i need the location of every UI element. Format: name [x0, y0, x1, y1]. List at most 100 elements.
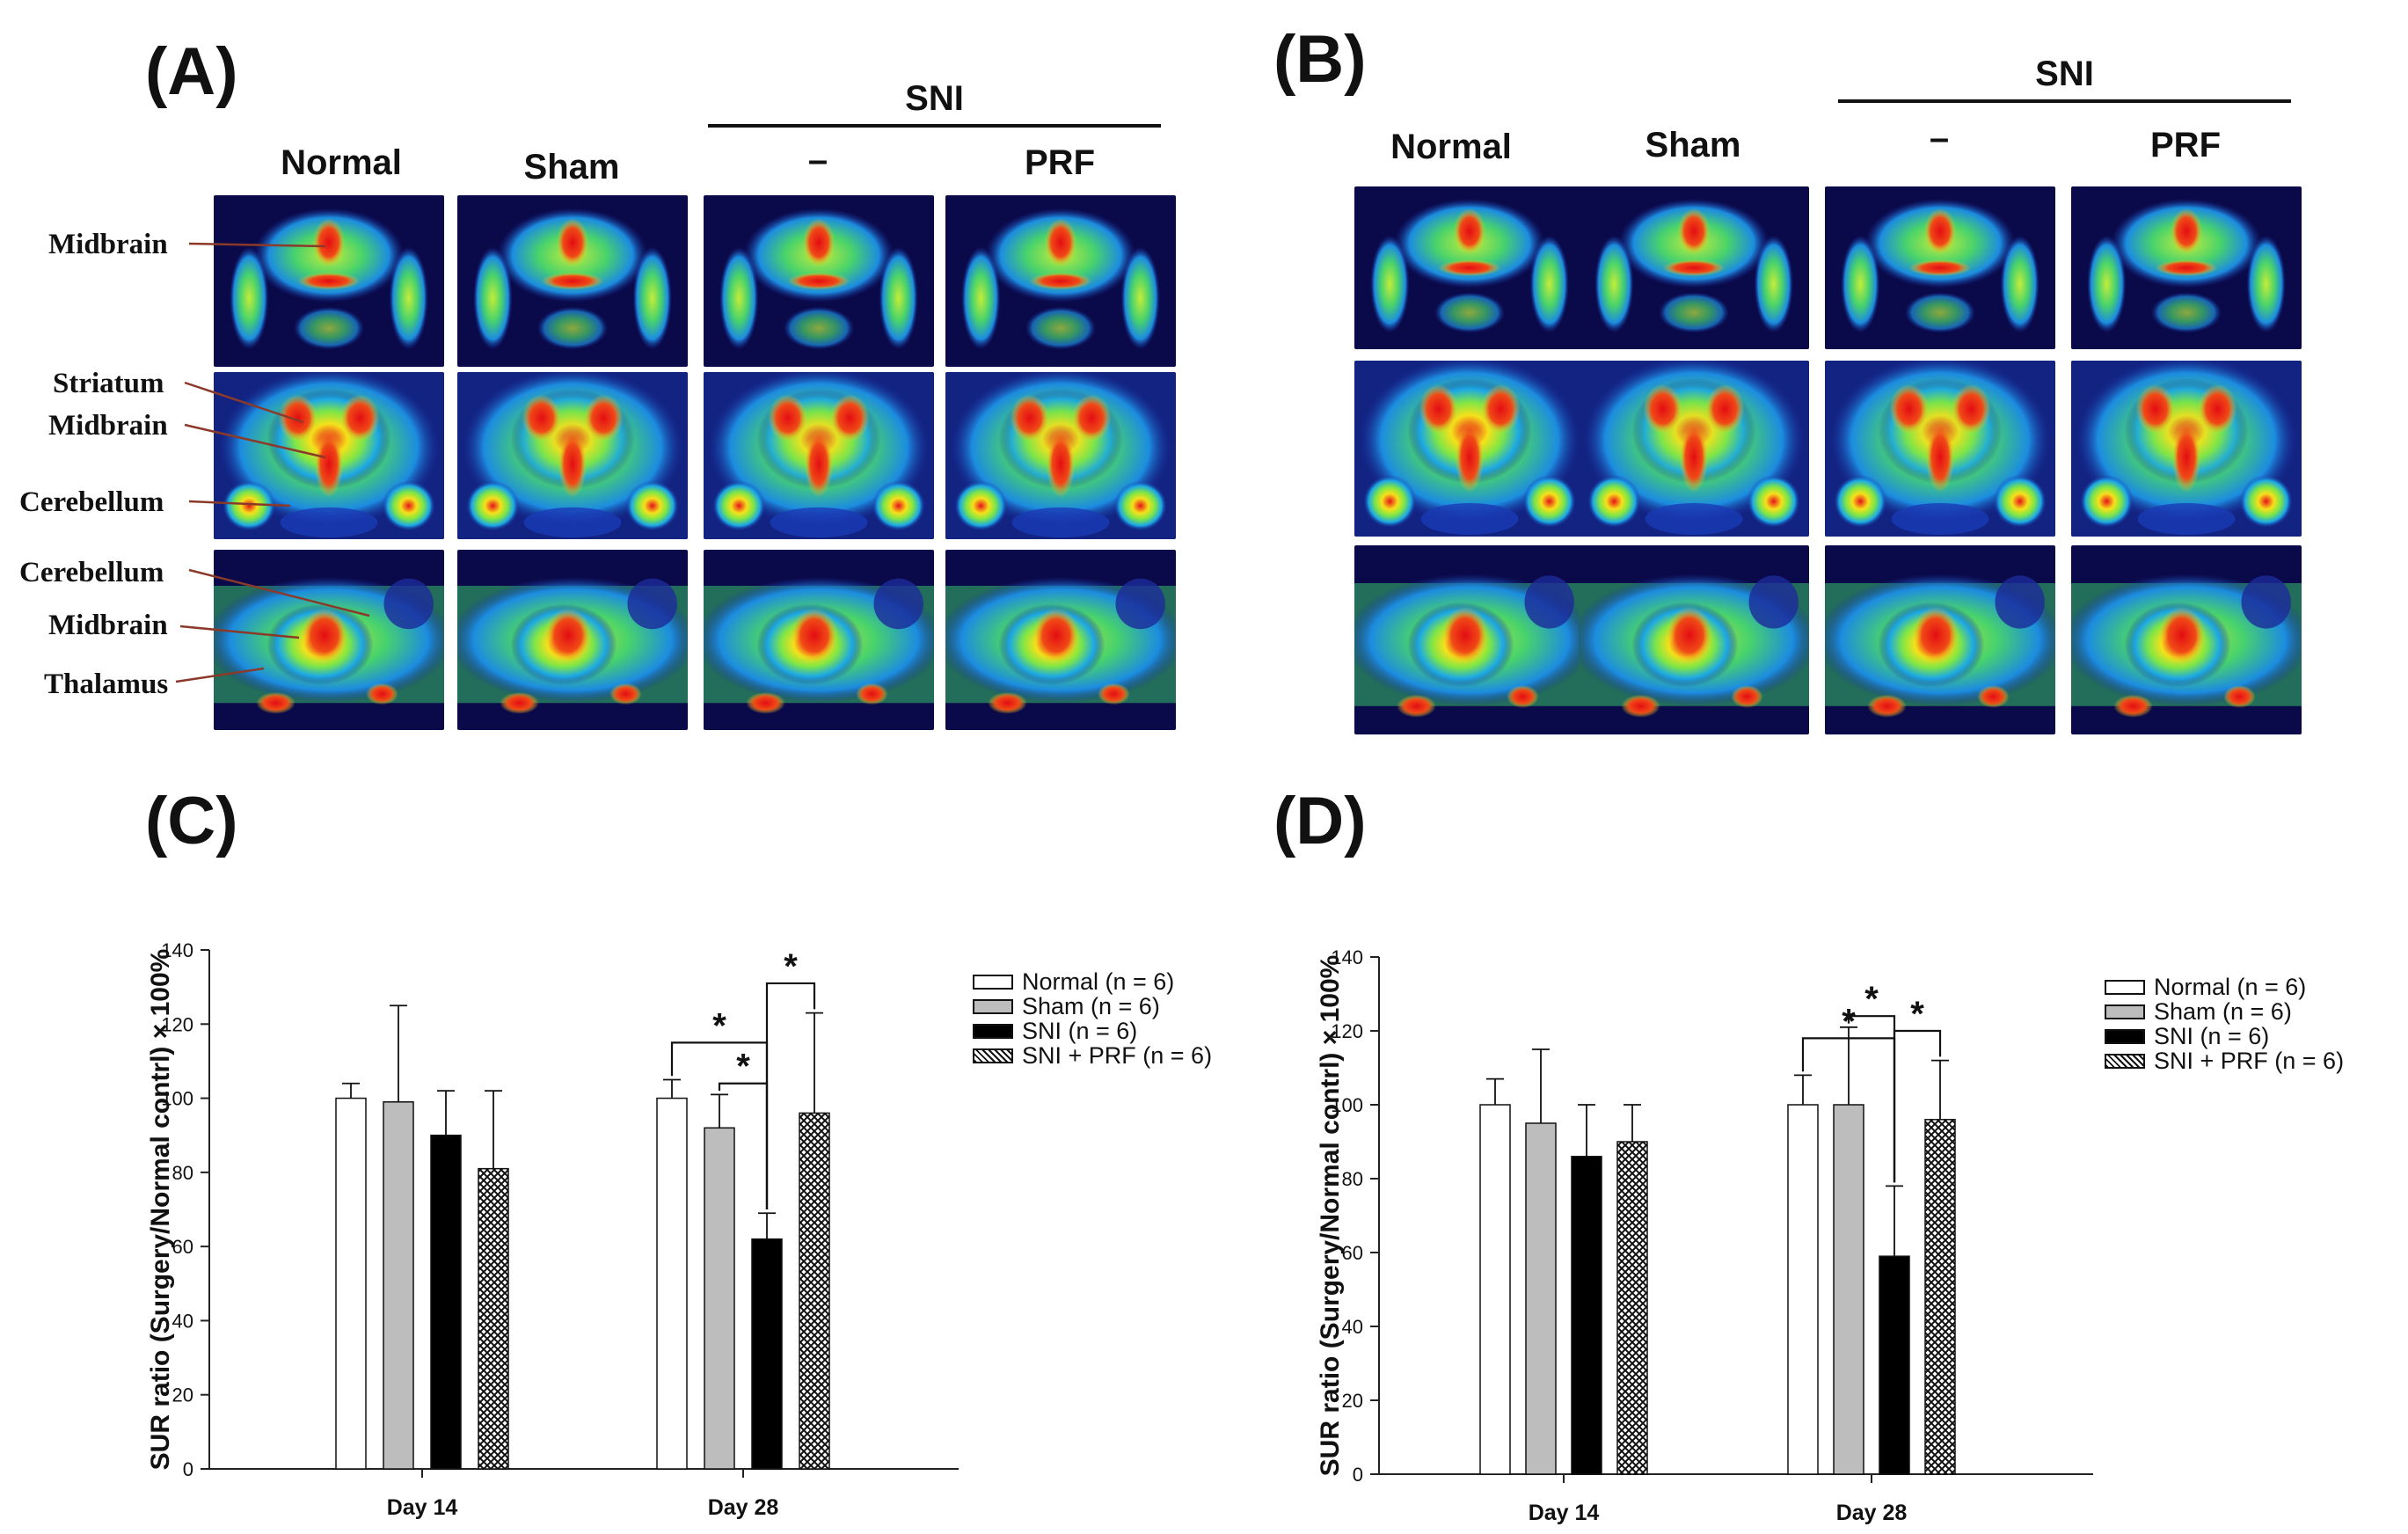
region-label-midbrain-2: Midbrain	[48, 410, 168, 442]
pet-scan-b-sagittal-sham	[1579, 545, 1809, 734]
pet-scan-a-coronal-normal	[214, 195, 444, 367]
pet-scan-a-coronal-sni	[704, 195, 934, 367]
bar-sni-day14	[1571, 1156, 1602, 1475]
panel-label-b: (B)	[1273, 22, 1367, 97]
column-header-sni-b: –	[1929, 119, 1950, 157]
legend-c: Normal (n = 6) Sham (n = 6) SNI (n = 6) …	[973, 968, 1213, 1069]
legend-label-sham: Sham (n = 6)	[1022, 992, 1160, 1019]
y-tick-label: 20	[172, 1384, 193, 1406]
pet-scan-b-sagittal-prf	[2071, 545, 2302, 734]
x-tick-label: Day 28	[708, 1495, 779, 1520]
bar-normal-day28	[1787, 1104, 1819, 1475]
bar-sni-day14	[478, 1167, 509, 1470]
legend-swatch-sham	[973, 998, 1013, 1014]
legend-d: Normal (n = 6) Sham (n = 6) SNI (n = 6) …	[2105, 973, 2345, 1074]
bar-normal-day28	[656, 1097, 688, 1470]
legend-item-normal: Normal (n = 6)	[2105, 973, 2344, 1000]
legend-item-sham: Sham (n = 6)	[2105, 997, 2344, 1025]
leader-line-2	[184, 423, 326, 459]
legend-label-normal: Normal (n = 6)	[2154, 973, 2307, 1000]
bar-sni-day28	[799, 1112, 830, 1470]
pet-scan-a-sagittal-sni	[704, 550, 934, 730]
leader-line-4	[188, 568, 370, 617]
column-header-prf-b: PRF	[2150, 126, 2221, 164]
legend-item-normal: Normal (n = 6)	[973, 968, 1212, 995]
legend-swatch-prf	[973, 1048, 1013, 1063]
y-tick-label: 20	[1342, 1390, 1363, 1412]
region-label-midbrain-3: Midbrain	[48, 610, 168, 641]
region-label-cerebellum-1: Cerebellum	[19, 486, 164, 518]
y-tick-label: 0	[1353, 1464, 1363, 1486]
y-tick-label: 140	[1331, 946, 1363, 968]
sni-group-header-a: SNI	[905, 79, 964, 118]
pet-scan-a-sagittal-normal	[214, 550, 444, 730]
region-leader-lines	[175, 242, 370, 683]
pet-scan-a-horizontal-normal	[214, 372, 444, 539]
panel-label-d: (D)	[1273, 784, 1367, 858]
leader-line-6	[175, 667, 265, 683]
legend-swatch-sni	[973, 1023, 1013, 1039]
column-header-normal-a: Normal	[281, 143, 402, 182]
legend-swatch-prf	[2105, 1053, 2145, 1069]
significance-star: *	[736, 1048, 750, 1086]
pet-scan-a-coronal-sham	[457, 195, 688, 367]
y-tick-label: 140	[161, 939, 193, 961]
significance-star: *	[1864, 980, 1879, 1019]
legend-label-sni: SNI (n = 6)	[2154, 1022, 2270, 1049]
pet-scan-a-horizontal-prf	[945, 372, 1176, 539]
region-label-cerebellum-2: Cerebellum	[19, 557, 164, 588]
y-tick-label: 120	[1331, 1020, 1363, 1042]
y-tick-label: 80	[172, 1162, 193, 1184]
y-axis-title: SUR ratio (Surgery/Normal contrl) × 100%	[1316, 955, 1345, 1477]
bar-sham-day28	[1833, 1104, 1864, 1475]
region-label-thalamus: Thalamus	[44, 668, 169, 700]
column-header-normal-b: Normal	[1390, 128, 1512, 166]
y-tick-label: 40	[1342, 1316, 1363, 1338]
significance-bracket	[1893, 1029, 1942, 1183]
legend-label-sham: Sham (n = 6)	[2154, 997, 2292, 1025]
pet-scan-a-horizontal-sni	[704, 372, 934, 539]
legend-item-sni: SNI (n = 6)	[973, 1017, 1212, 1044]
significance-star: *	[712, 1006, 726, 1045]
sni-group-rule-a	[708, 124, 1161, 128]
legend-swatch-sni	[2105, 1028, 2145, 1044]
legend-swatch-sham	[2105, 1004, 2145, 1019]
pet-scan-a-coronal-prf	[945, 195, 1176, 367]
legend-swatch-normal	[973, 974, 1013, 990]
pet-scan-b-coronal-sni	[1825, 186, 2055, 349]
pet-scan-b-coronal-sham	[1579, 186, 1809, 349]
pet-scan-b-sagittal-sni	[1825, 545, 2055, 734]
x-tick-label: Day 14	[1529, 1501, 1600, 1525]
legend-item-prf: SNI + PRF (n = 6)	[973, 1041, 1213, 1069]
significance-bracket	[765, 982, 816, 1209]
legend-label-prf: SNI + PRF (n = 6)	[1022, 1041, 1213, 1069]
column-header-sham-b: Sham	[1645, 126, 1741, 164]
legend-label-sni: SNI (n = 6)	[1022, 1017, 1138, 1044]
bar-sni-day14	[430, 1134, 462, 1470]
significance-star: *	[1910, 995, 1924, 1034]
pet-scan-a-horizontal-sham	[457, 372, 688, 539]
y-tick-label: 40	[172, 1310, 193, 1332]
panel-label-c: (C)	[145, 784, 238, 858]
pet-scan-a-sagittal-sham	[457, 550, 688, 730]
bar-sni-day28	[1924, 1119, 1956, 1475]
pet-scan-b-sagittal-normal	[1354, 545, 1585, 734]
sni-group-header-b: SNI	[2035, 55, 2094, 93]
legend-label-normal: Normal (n = 6)	[1022, 968, 1175, 995]
bar-normal-day14	[1479, 1104, 1511, 1475]
region-label-striatum: Striatum	[53, 368, 164, 399]
pet-scan-b-horizontal-sni	[1825, 361, 2055, 537]
pet-scan-b-horizontal-normal	[1354, 361, 1585, 537]
region-label-midbrain-1: Midbrain	[48, 229, 168, 260]
legend-label-prf: SNI + PRF (n = 6)	[2154, 1047, 2345, 1074]
legend-item-sham: Sham (n = 6)	[973, 992, 1212, 1019]
bar-sni-day28	[1879, 1255, 1910, 1475]
bar-normal-day14	[335, 1097, 367, 1470]
y-tick-label: 100	[1331, 1094, 1363, 1116]
bar-sham-day14	[1525, 1122, 1557, 1475]
y-tick-label: 60	[1342, 1242, 1363, 1264]
y-tick-label: 60	[172, 1236, 193, 1258]
leader-line-3	[188, 500, 291, 508]
